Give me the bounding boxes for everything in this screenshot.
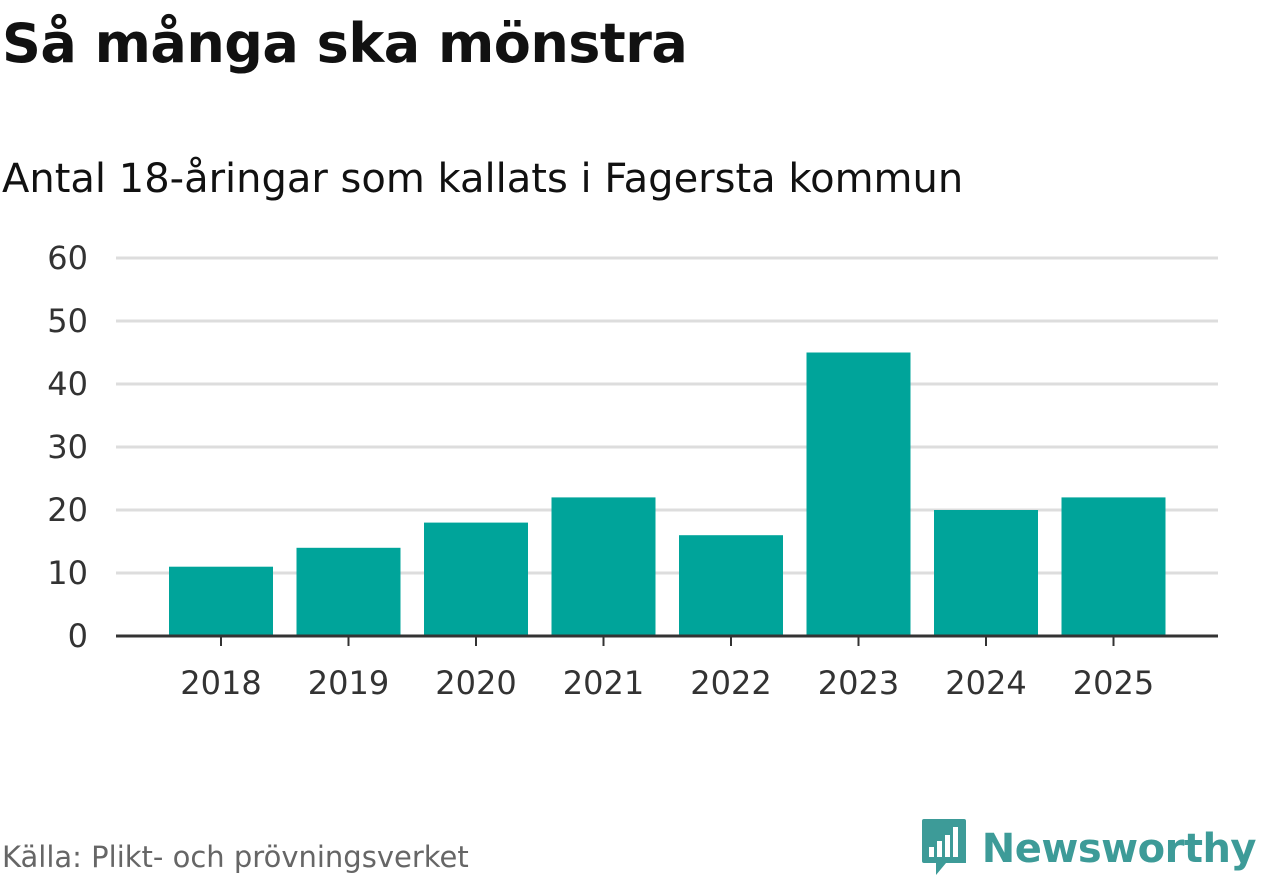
x-axis — [116, 634, 1218, 646]
bar-2023 — [806, 352, 911, 636]
bar-2022 — [679, 535, 783, 636]
brand-name: Newsworthy — [981, 826, 1257, 872]
x-tick-label: 2024 — [945, 664, 1026, 702]
bar-2018 — [169, 566, 273, 636]
x-tick-label: 2022 — [690, 664, 771, 702]
y-tick-label: 10 — [47, 554, 88, 592]
x-axis-ticks: 2018 2019 2020 2021 2022 2023 2024 2025 — [180, 664, 1154, 702]
y-tick-label: 0 — [68, 617, 88, 655]
x-tick-label: 2021 — [563, 664, 644, 702]
y-tick-label: 20 — [47, 491, 88, 529]
chart-title: Så många ska mönstra — [2, 12, 688, 75]
brand-logo: Newsworthy — [920, 817, 1257, 881]
bar-2025 — [1061, 497, 1166, 636]
bar-2019 — [296, 547, 401, 636]
bar-2021 — [551, 497, 656, 636]
y-tick-label: 60 — [47, 239, 88, 277]
x-tick-label: 2025 — [1073, 664, 1154, 702]
bar-2020 — [424, 522, 528, 636]
chart-subtitle: Antal 18-åringar som kallats i Fagersta … — [2, 156, 964, 202]
x-tick-label: 2020 — [435, 664, 516, 702]
newsworthy-logo-icon — [920, 817, 968, 881]
y-tick-label: 30 — [47, 428, 88, 466]
bars — [169, 352, 1166, 636]
bar-2024 — [934, 510, 1038, 636]
y-tick-label: 50 — [47, 302, 88, 340]
grid-lines — [116, 256, 1218, 575]
y-tick-label: 40 — [47, 365, 88, 403]
source-note: Källa: Plikt- och prövningsverket — [2, 840, 469, 874]
x-tick-label: 2018 — [180, 664, 261, 702]
x-tick-label: 2019 — [308, 664, 389, 702]
x-tick-label: 2023 — [818, 664, 899, 702]
y-axis-ticks: 0 10 20 30 40 50 60 — [47, 239, 88, 655]
